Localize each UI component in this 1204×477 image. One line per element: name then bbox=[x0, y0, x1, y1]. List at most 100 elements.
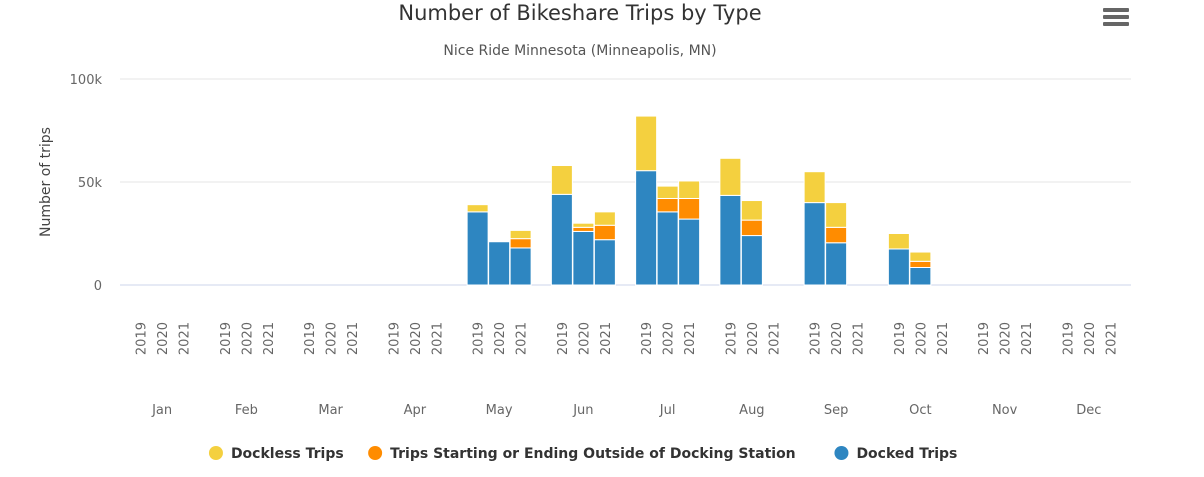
x-year-label: 2019 bbox=[724, 322, 739, 355]
x-year-label: 2019 bbox=[472, 322, 487, 355]
x-year-label: 2020 bbox=[999, 322, 1014, 355]
menu-line bbox=[1103, 15, 1129, 19]
x-year-label: 2021 bbox=[1104, 322, 1119, 355]
x-year-label: 2021 bbox=[346, 322, 361, 355]
x-year-label: 2020 bbox=[746, 322, 761, 355]
legend-marker bbox=[208, 446, 223, 460]
menu-line bbox=[1103, 22, 1129, 26]
hamburger-menu-icon[interactable] bbox=[1103, 8, 1129, 30]
x-year-label: 2019 bbox=[640, 322, 655, 355]
bar-segment bbox=[887, 248, 910, 286]
bar-segment bbox=[572, 222, 595, 228]
bar-segment bbox=[678, 180, 701, 199]
x-month-label: Mar bbox=[318, 403, 343, 418]
bar-segment bbox=[656, 211, 679, 286]
x-year-label: 2019 bbox=[977, 322, 992, 355]
bar-segment bbox=[550, 165, 573, 195]
x-year-label: 2021 bbox=[767, 322, 782, 355]
y-axis-label: Number of trips bbox=[38, 127, 54, 237]
bar-segment bbox=[740, 219, 763, 237]
bar-segment bbox=[909, 266, 932, 286]
bar-segment bbox=[466, 211, 489, 286]
legend-item: Trips Starting or Ending Outside of Dock… bbox=[390, 446, 796, 462]
x-year-label: 2020 bbox=[240, 322, 255, 355]
x-year-label: 2021 bbox=[515, 322, 530, 355]
chart-title: Number of Bikeshare Trips by Type bbox=[398, 1, 761, 25]
x-axis: 2019 2020 2021 Jan 2019 2020 2021 Feb 2019 2020 20… bbox=[135, 322, 1120, 418]
bar-segment bbox=[572, 226, 595, 232]
x-year-label: 2020 bbox=[577, 322, 592, 355]
bar-segment bbox=[887, 233, 910, 250]
x-year-label: 2020 bbox=[409, 322, 424, 355]
legend-item: Docked Trips bbox=[856, 446, 957, 462]
bar-segment bbox=[803, 202, 826, 286]
x-month-label: Jun bbox=[572, 403, 593, 418]
legend-item: Dockless Trips bbox=[231, 446, 344, 462]
x-year-label: 2021 bbox=[262, 322, 277, 355]
y-tick-label: 100k bbox=[70, 73, 103, 88]
x-year-label: 2020 bbox=[325, 322, 340, 355]
x-year-label: 2019 bbox=[809, 322, 824, 355]
bar-segment bbox=[825, 226, 848, 244]
x-month-label: Aug bbox=[739, 403, 764, 418]
bar-segment bbox=[909, 260, 932, 268]
bar-segment bbox=[635, 115, 658, 172]
x-month-label: Jul bbox=[659, 403, 676, 418]
bar-segment bbox=[593, 239, 616, 286]
bar-segment bbox=[719, 194, 742, 286]
x-month-label: Dec bbox=[1076, 403, 1101, 418]
x-month-label: May bbox=[486, 403, 513, 418]
menu-line bbox=[1103, 8, 1129, 12]
y-tick-label: 0 bbox=[94, 279, 102, 294]
bar-segment bbox=[803, 171, 826, 204]
x-year-label: 2020 bbox=[830, 322, 845, 355]
bar-segment bbox=[488, 241, 511, 286]
chart-subtitle: Nice Ride Minnesota (Minneapolis, MN) bbox=[443, 43, 716, 59]
x-year-label: 2020 bbox=[662, 322, 677, 355]
grid-lines: 0 50k 100k bbox=[70, 73, 1131, 294]
bar-segment bbox=[656, 197, 679, 213]
bar-segment bbox=[656, 185, 679, 199]
x-year-label: 2020 bbox=[1083, 322, 1098, 355]
legend-marker bbox=[368, 446, 383, 460]
bar-segment bbox=[509, 247, 532, 286]
bar-segment bbox=[719, 157, 742, 196]
bar-segment bbox=[825, 242, 848, 286]
bar-segment bbox=[825, 202, 848, 228]
x-year-label: 2019 bbox=[893, 322, 908, 355]
x-year-label: 2019 bbox=[303, 322, 318, 355]
x-year-label: 2019 bbox=[387, 322, 402, 355]
bar-segment bbox=[466, 204, 489, 213]
x-year-label: 2019 bbox=[556, 322, 571, 355]
bar-segment bbox=[572, 230, 595, 286]
bar-segment bbox=[509, 238, 532, 249]
y-tick-label: 50k bbox=[78, 176, 103, 191]
legend-marker bbox=[834, 446, 849, 460]
bar-segment bbox=[740, 235, 763, 286]
x-year-label: 2020 bbox=[493, 322, 508, 355]
bar-segment bbox=[593, 224, 616, 241]
bar-segment bbox=[509, 229, 532, 240]
x-month-label: Sep bbox=[824, 403, 849, 418]
x-year-label: 2021 bbox=[936, 322, 951, 355]
x-year-label: 2021 bbox=[1020, 322, 1035, 355]
x-year-label: 2021 bbox=[178, 322, 193, 355]
x-year-label: 2019 bbox=[135, 322, 150, 355]
x-year-label: 2019 bbox=[219, 322, 234, 355]
bars bbox=[466, 115, 932, 286]
bar-segment bbox=[635, 170, 658, 286]
x-year-label: 2021 bbox=[430, 322, 445, 355]
x-month-label: Oct bbox=[909, 403, 931, 418]
x-month-label: Feb bbox=[235, 403, 258, 418]
x-year-label: 2021 bbox=[599, 322, 614, 355]
bar-segment bbox=[593, 211, 616, 226]
x-year-label: 2021 bbox=[683, 322, 698, 355]
x-month-label: Nov bbox=[992, 403, 1018, 418]
legend: Dockless Trips Trips Starting or Ending O… bbox=[208, 446, 957, 462]
bar-segment bbox=[678, 197, 701, 220]
x-year-label: 2020 bbox=[156, 322, 171, 355]
x-year-label: 2021 bbox=[852, 322, 867, 355]
bar-segment bbox=[909, 251, 932, 262]
